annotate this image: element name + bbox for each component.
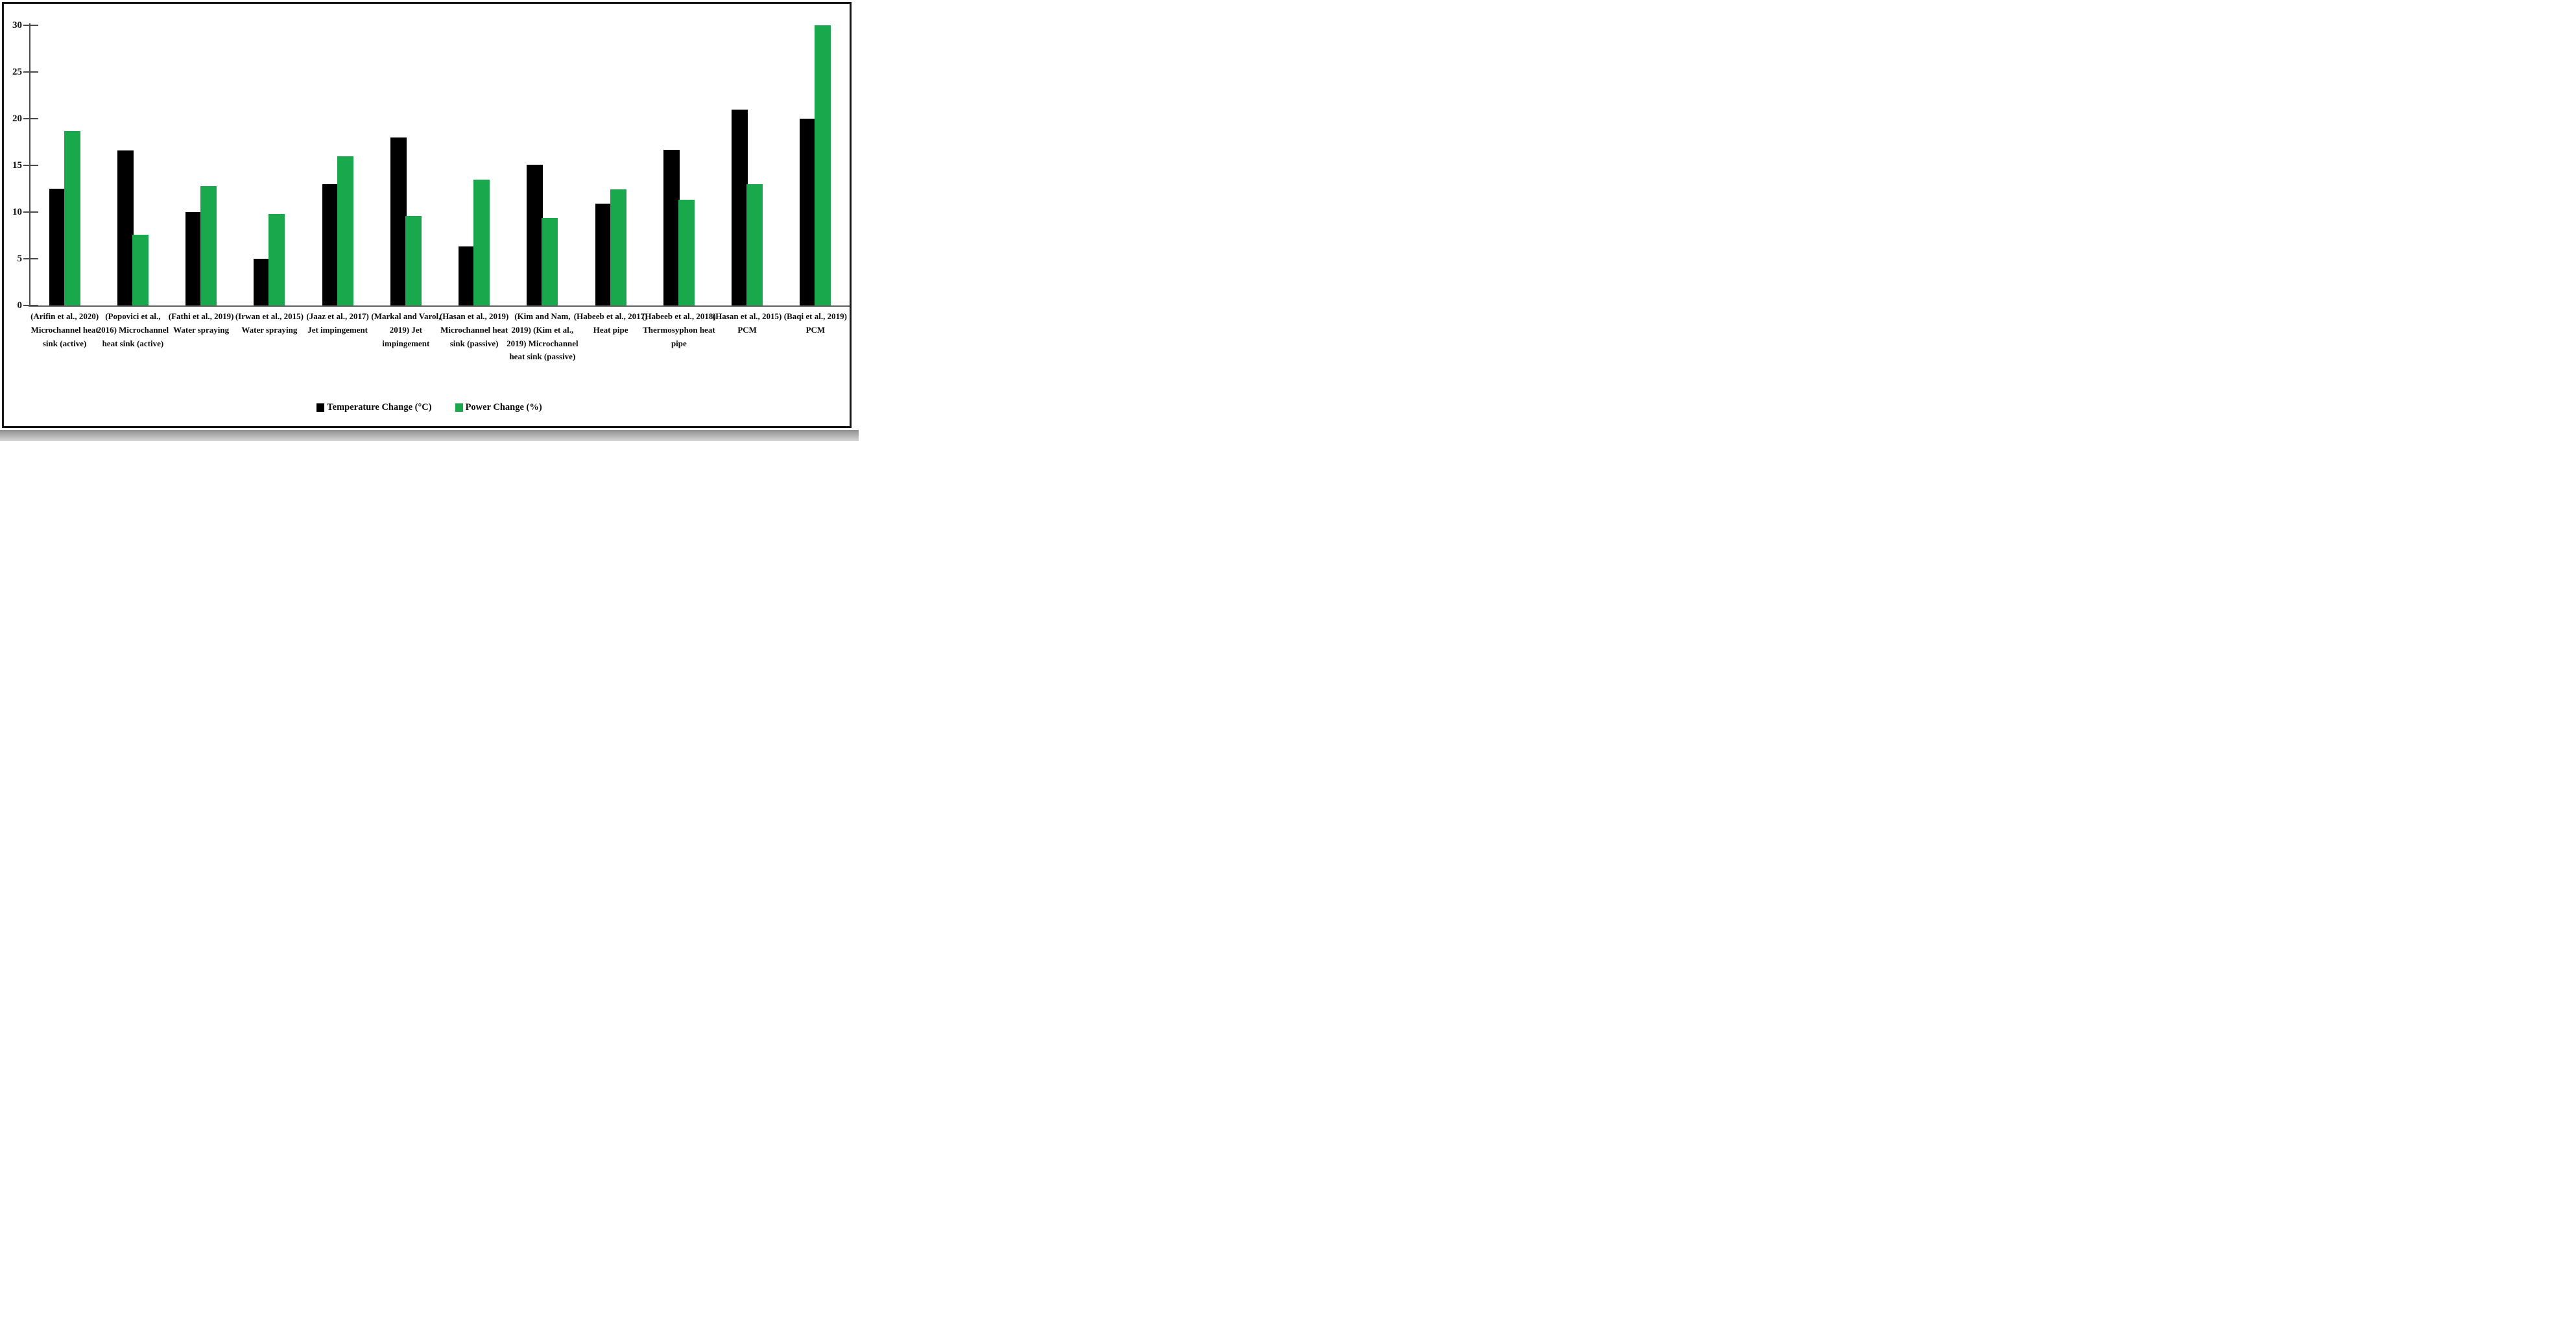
bar-group [577,25,645,305]
y-axis-tick [23,25,38,26]
x-axis-category-label: (Fathi et al., 2019) Water spraying [168,311,234,335]
bar-temperature-change [390,137,407,305]
x-axis-category-labels: (Arifin et al., 2020) Microchannel heat … [30,310,850,364]
bar-temperature-change [732,109,748,305]
bar-power-change [405,215,422,305]
x-axis-category-label: (Markal and Varol, 2019) Jet impingement [371,311,441,348]
x-axis-category-label: (Habeeb et al., 2017) Heat pipe [573,311,648,335]
bar-power-change [268,213,285,305]
bar-power-change [473,179,490,305]
bar-group [30,25,99,305]
bar-power-change [746,184,763,305]
chart-figure-border [2,2,852,428]
y-axis-tick [23,118,38,119]
y-axis-tick-label: 30 [12,20,22,30]
y-axis-tick-label: 0 [17,300,23,311]
y-axis-tick-label: 5 [17,254,23,264]
x-axis-category-cell: (Jaaz et al., 2017) Jet impingement [304,310,372,364]
legend-swatch-temperature-icon [316,403,325,412]
bar-temperature-change [254,259,270,305]
y-axis-tick-label: 10 [12,207,22,217]
x-axis-category-cell: (Fathi et al., 2019) Water spraying [167,310,235,364]
bar-temperature-change [459,246,475,305]
bar-temperature-change [800,119,817,305]
bar-group [372,25,440,305]
bar-power-change [542,217,558,305]
y-axis-tick [23,305,38,306]
bar-temperature-change [322,184,339,305]
bar-group [645,25,713,305]
bar-temperature-change [595,204,612,305]
x-axis-category-cell: (Kim and Nam, 2019) (Kim et al., 2019) M… [507,310,578,364]
x-axis-category-label: (Baqi et al., 2019) PCM [783,311,847,335]
bar-power-change [815,25,831,305]
bar-group [235,25,304,305]
bar-group [713,25,781,305]
x-axis-category-label: (Jaaz et al., 2017) Jet impingement [306,311,369,335]
x-axis-category-cell: (Popovici et al., 2016) Microchannel hea… [97,310,169,364]
chart-legend: Temperature Change (°C) Power Change (%) [0,402,859,413]
x-axis-category-label: (Arifin et al., 2020) Microchannel heat … [30,311,99,348]
x-axis-category-cell: (Markal and Varol, 2019) Jet impingement [371,310,441,364]
x-axis-category-label: (Popovici et al., 2016) Microchannel hea… [97,311,169,348]
x-axis-category-label: (Hasan et al., 2015) PCM [712,311,782,335]
bar-group [508,25,577,305]
x-axis-category-cell: (Hasan et al., 2019) Microchannel heat s… [439,310,509,364]
bar-power-change [64,130,80,305]
x-axis-category-label: (Irwan et al., 2015) Water spraying [235,311,304,335]
legend-swatch-power-icon [455,403,463,412]
bar-group [781,25,850,305]
bar-group [167,25,235,305]
bar-group [440,25,508,305]
legend-label-power: Power Change (%) [465,402,542,412]
bar-power-change [678,200,695,305]
x-axis-category-cell: (Baqi et al., 2019) PCM [781,310,850,364]
y-axis-tick [23,165,38,166]
x-axis-category-cell: (Habeeb et al., 2018) Thermosyphon heat … [642,310,716,364]
x-axis-category-label: (Kim and Nam, 2019) (Kim et al., 2019) M… [507,311,578,362]
x-axis-category-cell: (Irwan et al., 2015) Water spraying [235,310,304,364]
plot-area [30,25,850,305]
y-axis-tick [23,258,38,259]
x-axis-category-label: (Hasan et al., 2019) Microchannel heat s… [439,311,509,348]
x-axis-category-cell: (Hasan et al., 2015) PCM [712,310,782,364]
legend-item-power: Power Change (%) [455,402,542,413]
x-axis-category-cell: (Arifin et al., 2020) Microchannel heat … [30,310,99,364]
y-axis-tick-label: 15 [12,160,22,171]
y-axis-tick-label: 25 [12,67,22,77]
legend-item-temperature: Temperature Change (°C) [316,402,432,413]
bar-power-change [132,234,149,305]
x-axis-category-cell: (Habeeb et al., 2017) Heat pipe [573,310,648,364]
bar-temperature-change [663,149,680,305]
bar-temperature-change [117,150,134,305]
bar-power-change [337,156,353,305]
bar-group [99,25,167,305]
y-axis-tick-label: 20 [12,113,22,124]
x-axis-line [29,305,850,307]
bar-power-change [200,185,217,305]
bar-power-change [610,189,626,305]
bar-temperature-change [49,189,66,305]
page-bottom-band [0,430,859,441]
bar-group [304,25,372,305]
y-axis-tick [23,211,38,213]
legend-label-temperature: Temperature Change (°C) [327,402,432,412]
x-axis-category-label: (Habeeb et al., 2018) Thermosyphon heat … [642,311,716,348]
bar-temperature-change [185,212,202,305]
y-axis-tick [23,71,38,73]
bar-temperature-change [527,164,543,305]
